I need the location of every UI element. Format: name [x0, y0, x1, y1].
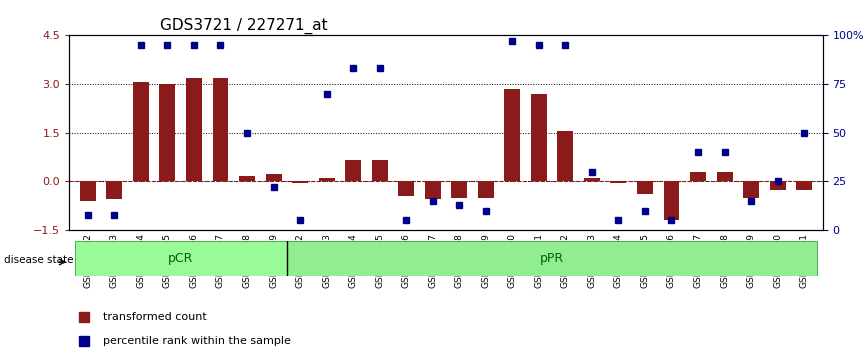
Bar [451, 181, 468, 198]
Text: percentile rank within the sample: percentile rank within the sample [103, 336, 291, 346]
Bar [663, 181, 680, 220]
Bar [743, 181, 759, 198]
Bar [584, 178, 600, 181]
Bar [346, 160, 361, 181]
Bar [478, 181, 494, 198]
Text: GDS3721 / 227271_at: GDS3721 / 227271_at [159, 18, 327, 34]
Bar [319, 178, 334, 181]
Bar [133, 82, 149, 181]
Bar [266, 174, 281, 181]
Bar [796, 181, 812, 189]
Bar [504, 89, 520, 181]
Bar [424, 181, 441, 199]
FancyBboxPatch shape [287, 241, 818, 276]
Bar [159, 84, 176, 181]
Bar [531, 94, 546, 181]
Bar [611, 181, 626, 183]
Text: pPR: pPR [540, 252, 564, 265]
Bar [107, 181, 122, 199]
Bar [770, 181, 785, 189]
Bar [80, 181, 96, 201]
FancyBboxPatch shape [74, 241, 287, 276]
Bar [716, 172, 733, 181]
Text: transformed count: transformed count [103, 312, 207, 322]
Bar [292, 181, 308, 183]
Bar [186, 78, 202, 181]
Bar [558, 131, 573, 181]
Text: pCR: pCR [168, 252, 193, 265]
Bar [637, 181, 653, 194]
Bar [212, 78, 229, 181]
Bar [398, 181, 414, 196]
Bar [239, 176, 255, 181]
Bar [372, 160, 388, 181]
Bar [690, 172, 706, 181]
Text: disease state: disease state [4, 255, 74, 265]
